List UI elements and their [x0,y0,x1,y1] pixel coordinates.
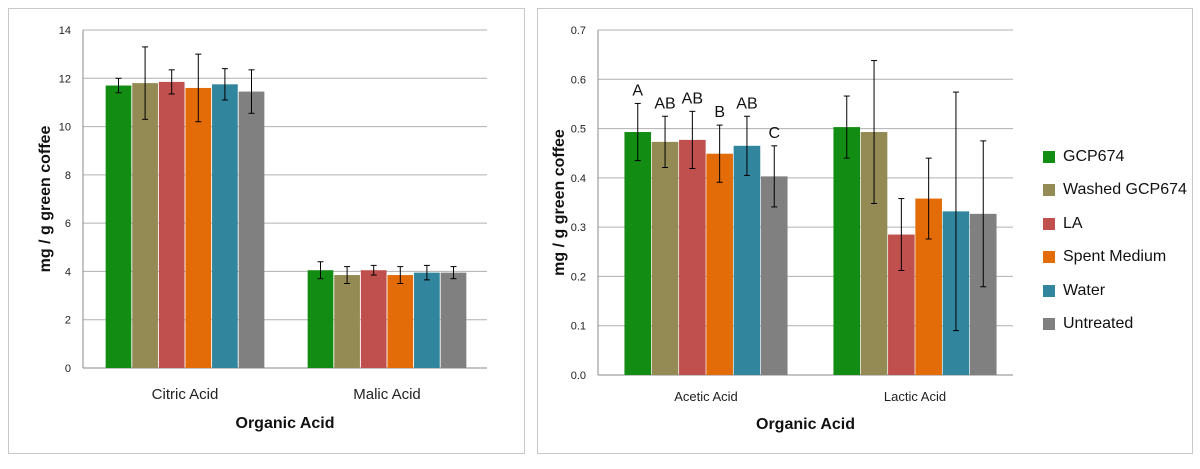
bar-gcp674-malic-acid [307,270,334,368]
y-axis-title: mg / g green coffee [37,126,54,273]
x-axis-title: Organic Acid [756,416,855,433]
y-tick-label: 12 [59,73,71,85]
legend-item-la: LA [1043,207,1187,241]
y-tick-label: 0.4 [571,173,586,185]
chart-2: 0.0 0.1 0.2 0.3 0.4 0.5 0.6 0.7 A AB AB B AB C Acetic … [551,25,1013,433]
x-category-label: Acetic Acid [674,389,738,404]
legend-item-spent-medium: Spent Medium [1043,241,1187,275]
y-tick-label: 4 [65,266,71,278]
y-tick-label: 0.6 [571,74,586,86]
legend-item-gcp674: GCP674 [1043,140,1187,174]
legend-swatch-spent-medium [1043,251,1055,264]
bar-untreated-malic-acid [440,272,467,368]
significance-label: C [768,125,780,142]
y-tick-label: 14 [59,25,71,37]
x-category-label: Citric Acid [152,386,219,403]
legend-item-water: Water [1043,274,1187,308]
bar-water-acetic-acid [733,145,761,375]
legend: GCP674 Washed GCP674 LA Spent Medium Wat… [1043,140,1187,341]
y-tick-label: 0.7 [571,25,586,37]
y-axis-title: mg / g green coffee [551,129,568,276]
bar-washed-gcp674-citric-acid [132,83,158,368]
bar-untreated-citric-acid [238,91,265,369]
legend-label: Untreated [1063,315,1134,333]
legend-swatch-washed-gcp674 [1043,184,1055,197]
legend-swatch-untreated [1043,318,1055,331]
bar-spent-medium-malic-acid [387,275,414,368]
chart-panel-left [8,8,525,454]
legend-label: GCP674 [1063,147,1125,165]
legend-label: Spent Medium [1063,248,1167,266]
legend-label: LA [1063,214,1083,232]
y-tick-label: 0.0 [571,370,586,382]
y-tick-label: 2 [65,315,71,327]
y-tick-label: 6 [65,218,71,230]
bar-washed-gcp674-acetic-acid [651,141,679,375]
significance-label: AB [682,90,703,107]
significance-label: AB [736,95,757,112]
y-tick-label: 0.5 [571,124,586,136]
x-axis-title: Organic Acid [236,415,335,432]
legend-label: Water [1063,281,1106,299]
bar-gcp674-lactic-acid [833,127,861,375]
bar-spent-medium-acetic-acid [706,153,733,375]
legend-swatch-water [1043,284,1055,297]
bar-water-citric-acid [212,84,238,369]
bar-la-acetic-acid [679,139,706,375]
bar-la-malic-acid [360,270,387,368]
legend-item-untreated: Untreated [1043,308,1187,342]
legend-item-washed-gcp674: Washed GCP674 [1043,174,1187,208]
significance-label: B [714,104,725,121]
chart-1: 0 2 4 6 8 10 12 14 Citric Acid Malic Acid Organic … [37,25,487,432]
bar-untreated-acetic-acid [760,176,788,375]
legend-swatch-gcp674 [1043,150,1055,163]
bar-spent-medium-citric-acid [185,87,212,368]
significance-label: AB [654,95,675,112]
y-tick-label: 8 [65,170,71,182]
bar-water-malic-acid [414,272,440,368]
y-tick-label: 0.3 [571,222,586,234]
bar-gcp674-citric-acid [105,85,132,369]
bar-la-citric-acid [158,81,185,369]
y-tick-label: 0.1 [571,321,586,333]
significance-label: A [632,82,643,99]
bar-gcp674-acetic-acid [624,132,652,375]
y-tick-label: 0 [65,363,71,375]
y-tick-label: 0.2 [571,271,586,283]
legend-swatch-la [1043,217,1055,230]
x-category-label: Lactic Acid [884,389,946,404]
legend-label: Washed GCP674 [1063,181,1187,199]
bar-washed-gcp674-malic-acid [334,275,360,368]
y-tick-label: 10 [59,122,71,134]
x-category-label: Malic Acid [353,386,421,403]
